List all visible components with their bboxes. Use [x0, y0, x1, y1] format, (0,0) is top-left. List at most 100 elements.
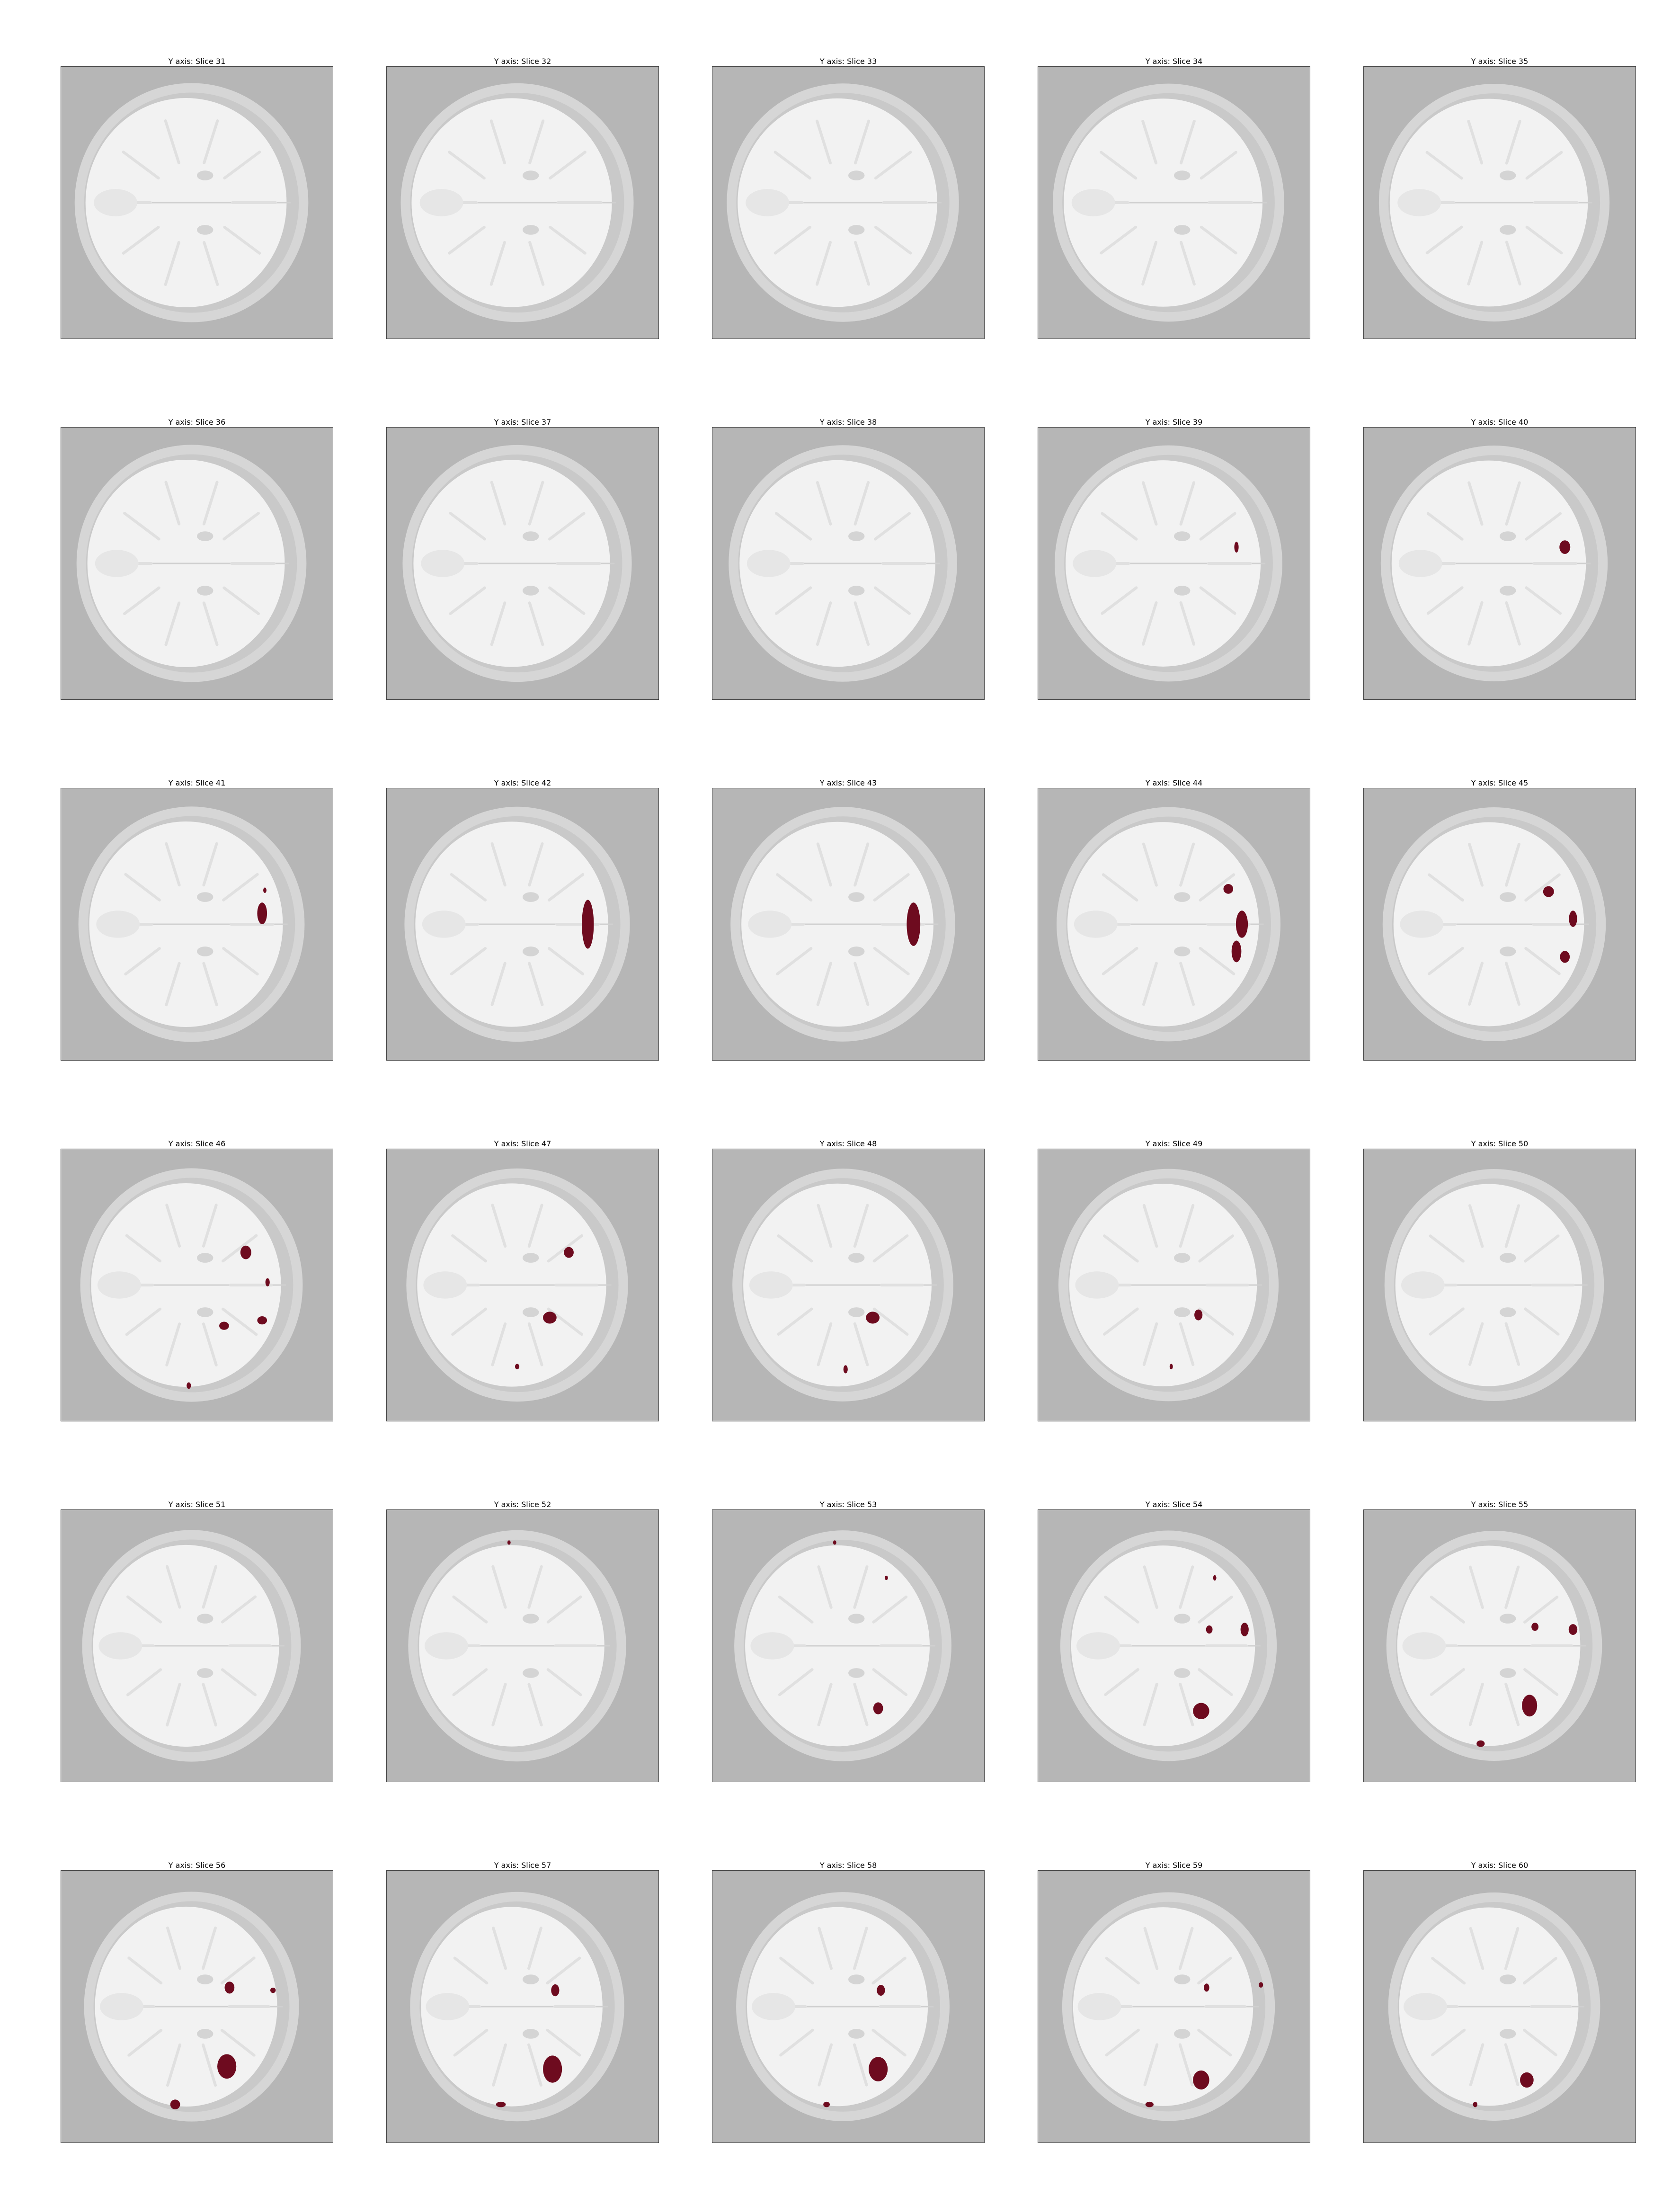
slice-image-frame	[61, 788, 333, 1061]
sulcus	[1467, 481, 1484, 526]
slice-title: Y axis: Slice 43	[819, 778, 877, 787]
activation-blob	[833, 1540, 836, 1545]
mri-slice-image	[387, 788, 658, 1060]
sulcus	[125, 1234, 161, 1263]
brainstem-region	[746, 189, 790, 216]
activation-blob	[1223, 884, 1234, 894]
sulcus	[1179, 601, 1196, 646]
sulcus	[222, 1307, 258, 1336]
sulcus	[123, 511, 160, 541]
sulcus	[491, 1565, 507, 1609]
mri-slice-image	[1038, 67, 1310, 339]
sulcus	[450, 947, 487, 976]
slice-image-frame	[712, 1149, 985, 1421]
sulcus	[1468, 1682, 1484, 1726]
sulcus	[202, 1926, 217, 1970]
sulcus	[1525, 586, 1562, 615]
sulcus	[127, 1956, 163, 1985]
mri-slice-image	[712, 1149, 984, 1421]
sulcus	[871, 1956, 907, 1985]
mri-slice-image	[712, 428, 984, 699]
sulcus	[1199, 586, 1236, 615]
ventricle	[1174, 1974, 1191, 1984]
ventricle	[523, 892, 539, 902]
sulcus	[122, 151, 160, 180]
ventricle	[523, 531, 539, 541]
sulcus	[1143, 1565, 1158, 1609]
activation-blob	[877, 1985, 885, 1996]
sulcus	[528, 601, 544, 646]
sulcus	[1468, 1565, 1484, 1609]
sulcus	[165, 842, 181, 887]
ventricle	[848, 586, 865, 596]
sulcus	[872, 1307, 909, 1336]
slice-title: Y axis: Slice 40	[1471, 418, 1529, 427]
sulcus	[124, 947, 161, 976]
ventricle	[197, 892, 213, 902]
mri-slice-image	[61, 1871, 333, 2143]
sulcus	[1426, 512, 1464, 541]
activation-blob	[1194, 1309, 1203, 1321]
activation-blob	[1193, 1703, 1209, 1719]
activation-blob	[873, 1702, 883, 1714]
brainstem-region	[750, 1632, 794, 1660]
sulcus	[1104, 1595, 1139, 1624]
mri-slice-image	[1038, 1510, 1310, 1782]
sulcus	[546, 1956, 581, 1985]
ventricle	[523, 946, 539, 956]
sulcus	[1524, 1307, 1560, 1336]
slice-image-frame	[1038, 1509, 1310, 1782]
sulcus	[1198, 1307, 1234, 1336]
brainstem-region	[94, 189, 138, 216]
sulcus	[491, 1204, 507, 1248]
slice-title: Y axis: Slice 35	[1471, 57, 1529, 66]
sulcus	[549, 225, 587, 255]
sulcus	[1101, 586, 1138, 615]
ventricle	[848, 892, 865, 902]
activation-blob	[823, 2101, 830, 2107]
mri-slice-image	[61, 428, 333, 699]
sulcus	[1142, 1322, 1158, 1366]
sulcus	[1200, 151, 1237, 180]
sulcus	[546, 2028, 581, 2057]
ventricle	[523, 1253, 539, 1263]
sulcus	[1142, 601, 1158, 646]
mri-slice-image	[387, 1149, 658, 1421]
slice-title: Y axis: Slice 49	[1145, 1139, 1203, 1148]
brainstem-region	[1077, 1993, 1121, 2020]
ventricle	[197, 1668, 213, 1678]
activation-blob	[543, 1312, 557, 1324]
sulcus	[1504, 1322, 1520, 1366]
sulcus	[492, 1927, 507, 1970]
slice-image-frame	[386, 66, 659, 339]
sulcus	[546, 1668, 582, 1696]
slice-image-frame	[61, 66, 333, 339]
activation-blob	[1213, 1575, 1217, 1581]
sulcus	[774, 586, 812, 615]
sulcus	[452, 1668, 488, 1696]
mri-slice-image	[712, 67, 984, 339]
sulcus	[818, 1927, 833, 1970]
brainstem-region	[1074, 911, 1118, 938]
sulcus	[452, 1595, 488, 1624]
slice-image-frame	[386, 788, 659, 1061]
sulcus	[165, 1204, 181, 1248]
ventricle	[523, 225, 539, 235]
sulcus	[527, 1927, 542, 1970]
sulcus	[1523, 1668, 1559, 1696]
ventricle	[1500, 531, 1516, 541]
ventricle	[1500, 1668, 1516, 1678]
activation-blob	[257, 902, 267, 924]
sulcus	[1429, 1307, 1465, 1336]
ventricle	[197, 1614, 213, 1624]
sulcus	[489, 241, 506, 286]
brainstem-region	[97, 1271, 141, 1299]
ventricle	[523, 2029, 539, 2039]
sulcus	[202, 1204, 218, 1248]
sulcus	[1505, 842, 1520, 887]
ventricle	[197, 1253, 213, 1263]
slice-image-frame	[386, 1149, 659, 1421]
sulcus	[222, 1234, 258, 1263]
brainstem-region	[423, 1271, 467, 1299]
slice-image-frame	[712, 788, 985, 1061]
